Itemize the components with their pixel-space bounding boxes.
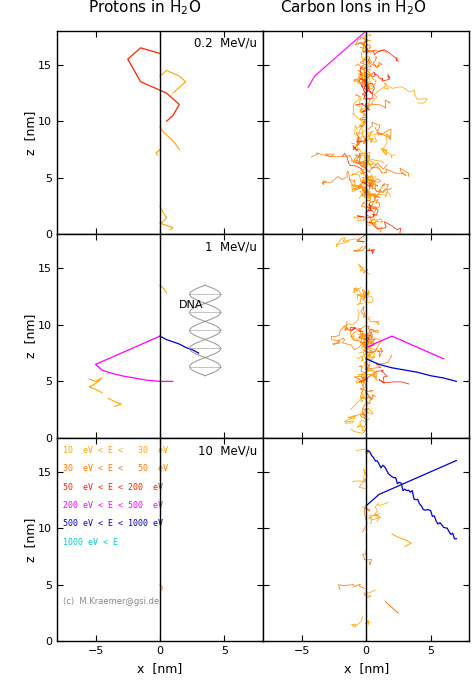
Text: 1000 eV < E: 1000 eV < E bbox=[63, 538, 118, 547]
Text: 10  eV < E <   30  eV: 10 eV < E < 30 eV bbox=[63, 446, 168, 455]
Text: 200 eV < E < 500  eV: 200 eV < E < 500 eV bbox=[63, 501, 163, 510]
Y-axis label: z  [nm]: z [nm] bbox=[24, 110, 36, 155]
Text: (c)  M.Kraemer@gsi.de: (c) M.Kraemer@gsi.de bbox=[63, 597, 159, 606]
Text: Protons in H$_2$O: Protons in H$_2$O bbox=[88, 0, 201, 17]
Y-axis label: z  [nm]: z [nm] bbox=[24, 314, 36, 358]
X-axis label: x  [nm]: x [nm] bbox=[344, 662, 389, 675]
Text: DNA: DNA bbox=[179, 300, 204, 310]
Text: 30  eV < E <   50  eV: 30 eV < E < 50 eV bbox=[63, 464, 168, 473]
Text: 50  eV < E < 200  eV: 50 eV < E < 200 eV bbox=[63, 483, 163, 492]
Text: 500 eV < E < 1000 eV: 500 eV < E < 1000 eV bbox=[63, 519, 163, 528]
Y-axis label: z  [nm]: z [nm] bbox=[24, 517, 36, 562]
Text: 1  MeV/u: 1 MeV/u bbox=[205, 241, 257, 254]
X-axis label: x  [nm]: x [nm] bbox=[137, 662, 182, 675]
Text: 0.2  MeV/u: 0.2 MeV/u bbox=[194, 37, 257, 50]
Text: 10  MeV/u: 10 MeV/u bbox=[198, 444, 257, 457]
Text: Carbon Ions in H$_2$O: Carbon Ions in H$_2$O bbox=[280, 0, 427, 17]
